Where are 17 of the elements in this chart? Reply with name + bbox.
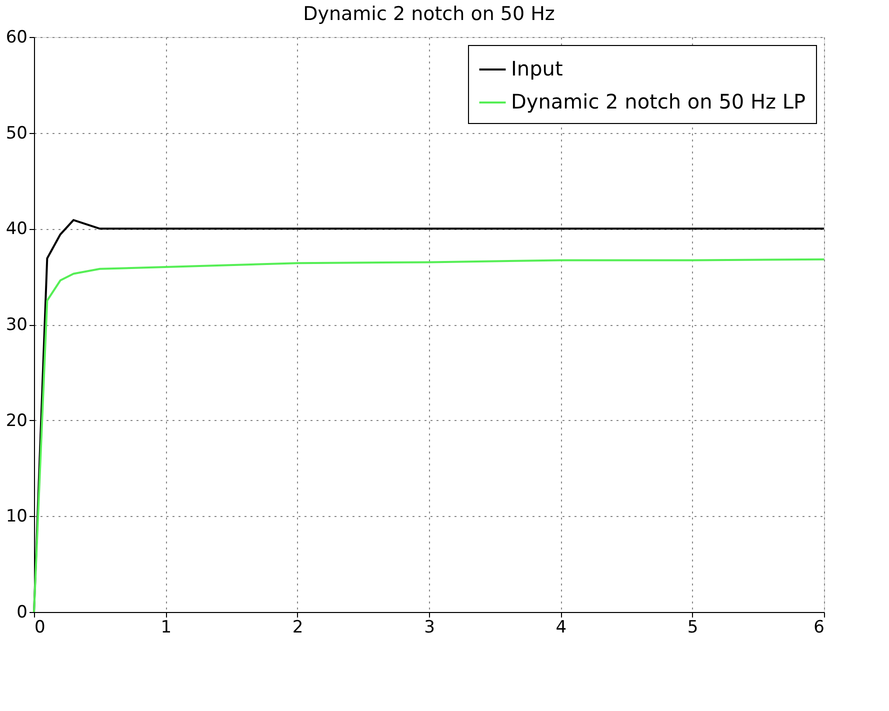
- legend-label: Input: [511, 56, 563, 80]
- y-tick-label: 0: [16, 602, 28, 622]
- x-tick-label: 0: [34, 618, 46, 638]
- x-tick-label: 1: [160, 618, 172, 638]
- x-tick-label: 4: [556, 618, 567, 638]
- y-tick-label: 10: [6, 506, 28, 527]
- y-tick-label: 20: [6, 410, 28, 431]
- legend-label: Dynamic 2 notch on 50 Hz LP: [511, 90, 806, 114]
- y-tick-label: 60: [6, 28, 28, 48]
- x-tick-label: 6: [814, 618, 824, 638]
- x-tick-label: 3: [424, 618, 435, 638]
- y-tick-label: 50: [6, 123, 28, 144]
- y-tick-label: 40: [6, 219, 28, 240]
- chart-title: Dynamic 2 notch on 50 Hz: [303, 3, 555, 25]
- y-tick-label: 30: [6, 315, 28, 335]
- x-tick-label: 5: [687, 618, 698, 638]
- x-tick-label: 2: [292, 618, 304, 638]
